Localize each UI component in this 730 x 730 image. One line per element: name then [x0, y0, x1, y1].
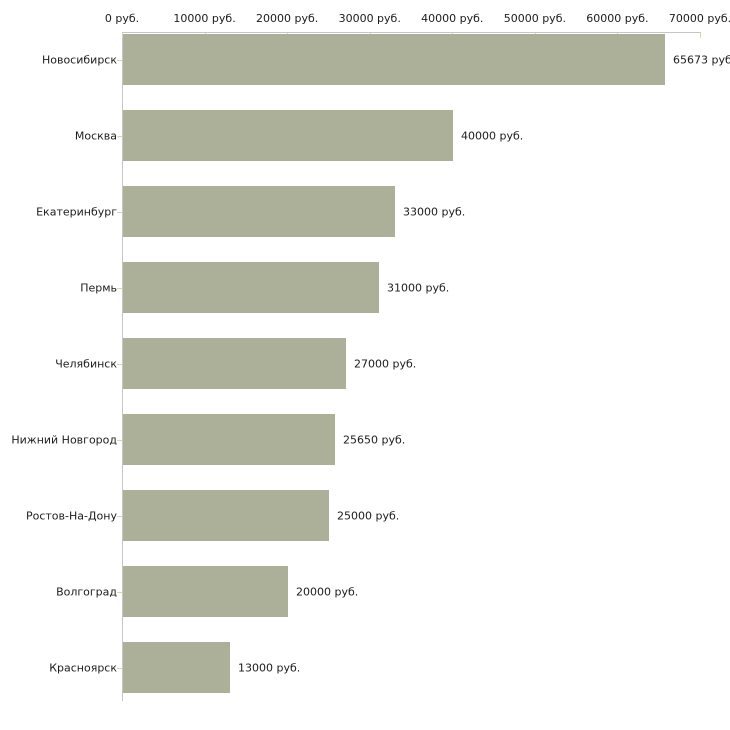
bar [123, 642, 230, 693]
category-label: Челябинск [55, 357, 117, 371]
value-label: 25000 руб. [337, 509, 400, 523]
category-tick-mark [117, 364, 122, 365]
bar [123, 338, 346, 389]
category-tick-mark [117, 516, 122, 517]
x-axis-tick-label: 30000 руб. [338, 12, 401, 25]
value-label: 27000 руб. [354, 357, 417, 371]
x-axis-line [122, 32, 701, 33]
bar [123, 414, 335, 465]
category-label: Красноярск [49, 661, 117, 675]
category-label: Москва [74, 129, 117, 143]
category-label: Новосибирск [41, 53, 117, 67]
y-axis-line [122, 32, 123, 701]
bar [123, 34, 665, 85]
category-tick-mark [117, 136, 122, 137]
category-label: Екатеринбург [36, 205, 117, 219]
value-label: 31000 руб. [387, 281, 450, 295]
value-label: 40000 руб. [461, 129, 524, 143]
category-label: Ростов-На-Дону [25, 509, 117, 523]
value-label: 25650 руб. [343, 433, 406, 447]
value-label: 13000 руб. [238, 661, 301, 675]
x-axis-tick-mark [122, 33, 123, 38]
category-label: Нижний Новгород [11, 433, 117, 447]
x-axis-tick-label: 60000 руб. [586, 12, 649, 25]
bar [123, 490, 329, 541]
x-axis-tick-label: 50000 руб. [503, 12, 566, 25]
bar [123, 566, 288, 617]
category-tick-mark [117, 60, 122, 61]
x-axis-tick-label: 0 руб. [104, 12, 140, 25]
category-tick-mark [117, 668, 122, 669]
value-label: 20000 руб. [296, 585, 359, 599]
category-label: Пермь [80, 281, 117, 295]
bar [123, 262, 379, 313]
category-tick-mark [117, 288, 122, 289]
value-label: 33000 руб. [403, 205, 466, 219]
x-axis-tick-label: 40000 руб. [421, 12, 484, 25]
category-tick-mark [117, 212, 122, 213]
category-label: Волгоград [56, 585, 117, 599]
value-label: 65673 руб. [673, 53, 730, 67]
x-axis-tick-label: 70000 руб. [668, 12, 730, 25]
bar [123, 186, 395, 237]
category-tick-mark [117, 592, 122, 593]
x-axis-tick-mark [700, 33, 701, 38]
x-axis-tick-label: 10000 руб. [173, 12, 236, 25]
bar [123, 110, 453, 161]
x-axis-tick-label: 20000 руб. [256, 12, 319, 25]
category-tick-mark [117, 440, 122, 441]
